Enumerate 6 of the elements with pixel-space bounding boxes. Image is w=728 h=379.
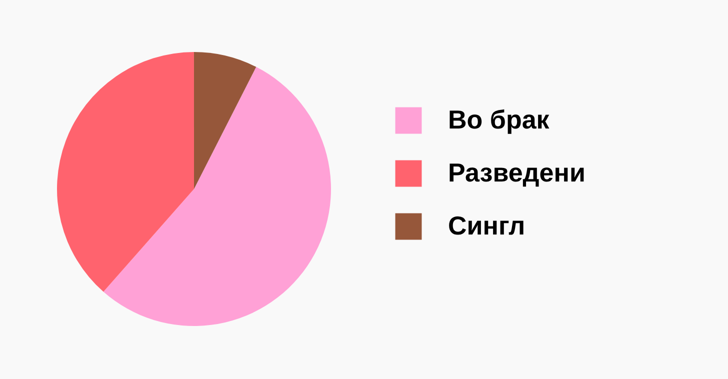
legend-label: Во брак <box>448 104 550 134</box>
pie-slice <box>194 52 256 189</box>
pie-slice <box>103 66 331 326</box>
legend-label: Разведени <box>448 158 586 188</box>
pie-slice <box>57 52 194 292</box>
legend-label: Сингл <box>448 210 526 240</box>
